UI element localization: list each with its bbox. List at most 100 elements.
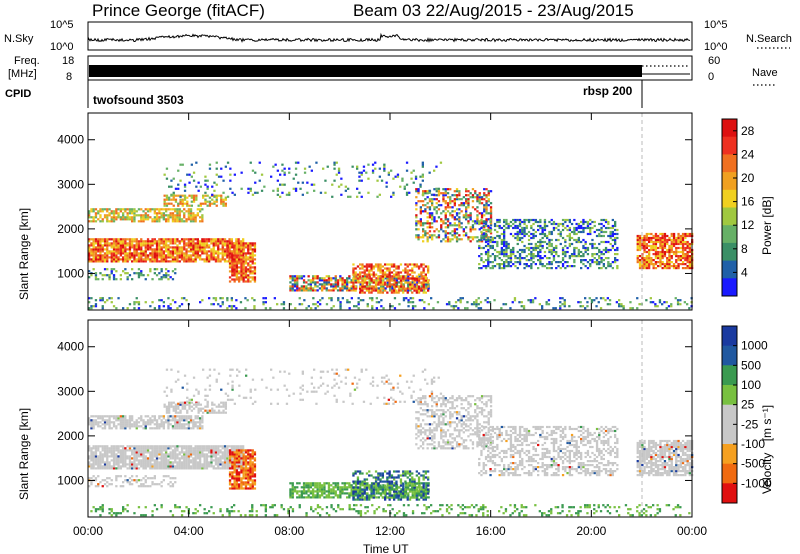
range-gate-cell — [88, 301, 91, 304]
range-gate-cell — [224, 204, 227, 207]
range-gate-cell — [509, 248, 513, 252]
range-gate-cell — [631, 307, 634, 310]
range-gate-cell — [167, 248, 170, 251]
range-gate-cell — [469, 240, 472, 243]
range-gate-cell — [444, 216, 447, 219]
range-gate-cell — [480, 212, 484, 215]
range-gate-cell — [103, 252, 107, 255]
range-gate-cell — [374, 281, 378, 284]
range-gate-cell — [171, 240, 175, 243]
range-gate-cell — [178, 427, 181, 430]
range-gate-cell — [97, 242, 100, 245]
range-gate-cell — [92, 260, 95, 263]
range-gate-cell — [228, 262, 232, 265]
range-gate-cell — [135, 427, 138, 430]
colorbar-tick-label: 4 — [741, 265, 748, 279]
range-gate-cell — [622, 305, 625, 308]
range-gate-cell — [222, 198, 225, 201]
range-gate-cell — [332, 289, 335, 292]
range-gate-cell — [187, 214, 190, 217]
range-gate-cell — [600, 257, 603, 260]
range-gate-cell — [226, 459, 229, 462]
range-gate-cell — [435, 210, 438, 213]
range-gate-cell — [427, 265, 430, 268]
range-gate-cell — [117, 250, 120, 253]
range-gate-cell — [144, 459, 147, 462]
range-gate-cell — [160, 457, 163, 460]
range-gate-cell — [242, 465, 245, 468]
range-gate-cell — [237, 467, 240, 470]
range-gate-cell — [135, 445, 138, 448]
range-gate-cell — [119, 254, 122, 257]
range-gate-cell — [174, 198, 178, 201]
range-gate-cell — [422, 240, 425, 243]
range-gate-cell — [112, 212, 116, 215]
range-gate-cell — [455, 228, 459, 231]
range-gate-cell — [404, 289, 407, 292]
range-gate-cell — [196, 453, 199, 456]
range-gate-cell — [178, 457, 181, 460]
range-gate-cell — [566, 261, 569, 264]
range-gate-cell — [658, 299, 662, 302]
range-gate-cell — [688, 242, 691, 246]
range-gate-cell — [249, 270, 252, 273]
range-gate-cell — [112, 256, 116, 259]
range-gate-cell — [446, 226, 450, 229]
range-gate-cell — [343, 283, 346, 286]
range-gate-cell — [220, 167, 223, 170]
range-gate-cell — [377, 283, 380, 286]
range-gate-cell — [174, 220, 177, 223]
range-gate-cell — [115, 246, 118, 249]
range-gate-cell — [189, 218, 193, 221]
range-gate-cell — [467, 200, 470, 203]
range-gate-cell — [179, 202, 182, 205]
range-gate-cell — [90, 254, 93, 257]
range-gate-cell — [205, 246, 209, 249]
range-gate-cell — [214, 250, 218, 253]
range-gate-cell — [527, 242, 531, 246]
range-gate-cell — [291, 287, 294, 290]
range-gate-cell — [174, 449, 177, 452]
range-gate-cell — [137, 274, 141, 277]
range-gate-cell — [419, 183, 422, 186]
range-gate-cell — [99, 465, 102, 468]
range-gate-cell — [591, 244, 594, 248]
range-gate-cell — [679, 263, 682, 266]
range-gate-cell — [189, 447, 193, 450]
range-gate-cell — [180, 220, 184, 223]
range-gate-cell — [244, 272, 248, 275]
range-gate-cell — [140, 447, 143, 450]
range-gate-cell — [455, 196, 459, 199]
range-gate-cell — [611, 238, 614, 242]
range-gate-cell — [196, 244, 199, 247]
range-gate-cell — [344, 189, 347, 192]
range-gate-cell — [119, 419, 122, 422]
range-gate-cell — [162, 252, 165, 255]
range-gate-cell — [480, 230, 483, 234]
range-gate-cell — [273, 297, 276, 300]
range-gate-cell — [101, 305, 104, 308]
range-gate-cell — [302, 285, 306, 288]
range-gate-cell — [525, 259, 528, 262]
range-gate-cell — [654, 305, 657, 308]
range-gate-cell — [151, 463, 154, 466]
range-gate-cell — [94, 415, 98, 418]
range-gate-cell — [476, 200, 479, 203]
range-gate-cell — [251, 272, 254, 275]
range-gate-cell — [167, 244, 170, 247]
range-gate-cell — [636, 307, 639, 310]
range-gate-cell — [505, 259, 508, 262]
range-gate-cell — [174, 455, 177, 458]
range-gate-cell — [94, 246, 98, 249]
range-gate-cell — [451, 214, 454, 217]
range-gate-cell — [489, 255, 492, 258]
range-gate-cell — [155, 254, 159, 257]
range-gate-cell — [201, 216, 204, 219]
range-gate-cell — [149, 270, 152, 273]
range-gate-cell — [106, 214, 109, 217]
range-gate-cell — [663, 232, 667, 236]
range-gate-cell — [296, 287, 299, 290]
range-gate-cell — [223, 457, 227, 460]
range-gate-cell — [471, 226, 475, 229]
range-gate-cell — [162, 423, 165, 426]
